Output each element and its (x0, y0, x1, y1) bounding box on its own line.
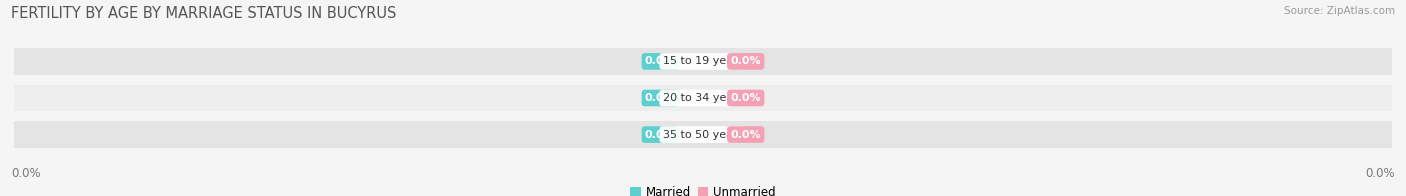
Text: 0.0%: 0.0% (645, 93, 676, 103)
Text: 35 to 50 years: 35 to 50 years (662, 130, 744, 140)
Text: 0.0%: 0.0% (730, 130, 761, 140)
Legend: Married, Unmarried: Married, Unmarried (626, 182, 780, 196)
Text: FERTILITY BY AGE BY MARRIAGE STATUS IN BUCYRUS: FERTILITY BY AGE BY MARRIAGE STATUS IN B… (11, 6, 396, 21)
Bar (14, 85, 1392, 111)
Text: 0.0%: 0.0% (1365, 167, 1395, 180)
Text: 0.0%: 0.0% (730, 56, 761, 66)
Text: 0.0%: 0.0% (11, 167, 41, 180)
Text: 0.0%: 0.0% (645, 130, 676, 140)
Text: Source: ZipAtlas.com: Source: ZipAtlas.com (1284, 6, 1395, 16)
Text: 0.0%: 0.0% (730, 93, 761, 103)
Bar (14, 48, 1392, 75)
Text: 20 to 34 years: 20 to 34 years (662, 93, 744, 103)
Bar (14, 121, 1392, 148)
Text: 0.0%: 0.0% (645, 56, 676, 66)
Text: 15 to 19 years: 15 to 19 years (662, 56, 744, 66)
